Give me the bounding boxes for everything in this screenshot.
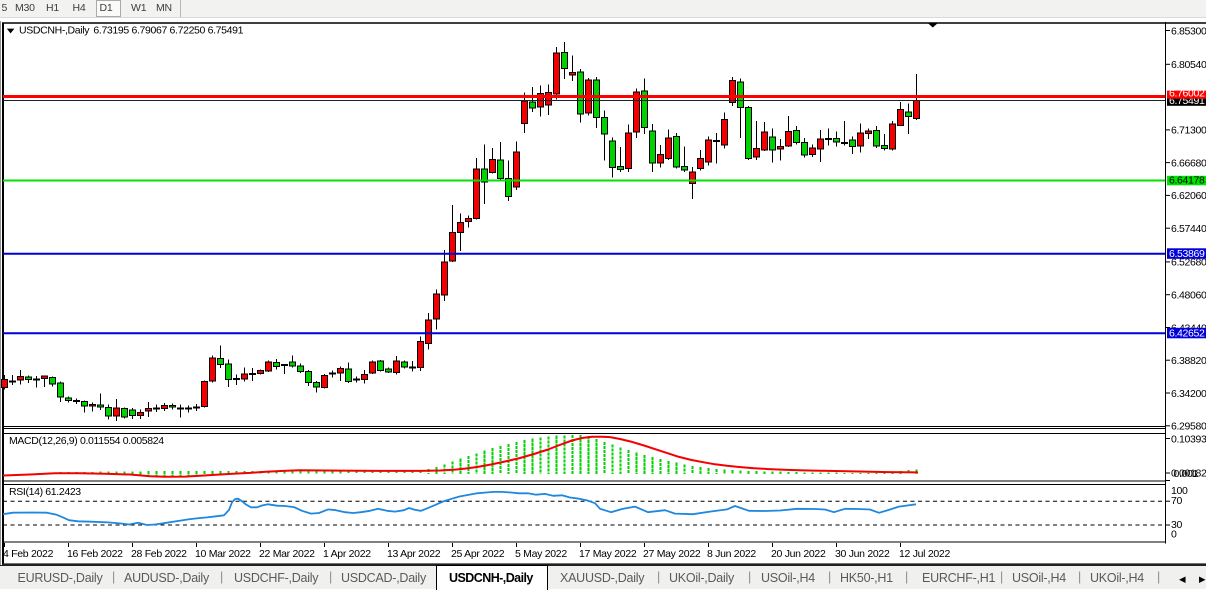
svg-text:13 Apr 2022: 13 Apr 2022	[387, 548, 441, 560]
svg-text:12 Jul 2022: 12 Jul 2022	[899, 548, 950, 560]
svg-text:16 Feb 2022: 16 Feb 2022	[67, 548, 123, 560]
svg-text:RSI(14) 61.2423: RSI(14) 61.2423	[9, 486, 81, 498]
svg-text:20 Jun 2022: 20 Jun 2022	[771, 548, 826, 560]
svg-text:6.73195 6.79067 6.72250 6.7549: 6.73195 6.79067 6.72250 6.75491	[93, 25, 243, 37]
svg-text:6.38820: 6.38820	[1171, 355, 1206, 367]
svg-text:70: 70	[1171, 495, 1182, 507]
svg-text:6.76002: 6.76002	[1169, 88, 1205, 100]
svg-text:USDCNH-,Daily: USDCNH-,Daily	[19, 25, 90, 37]
svg-text:25 Apr 2022: 25 Apr 2022	[451, 548, 505, 560]
svg-text:0: 0	[1171, 529, 1177, 541]
svg-text:0.001829: 0.001829	[1171, 467, 1206, 479]
svg-text:0.103934: 0.103934	[1171, 433, 1206, 445]
svg-text:6.71300: 6.71300	[1171, 125, 1206, 137]
svg-text:6.62060: 6.62060	[1171, 190, 1206, 202]
svg-text:6.34200: 6.34200	[1171, 388, 1206, 400]
svg-text:5 May 2022: 5 May 2022	[515, 548, 567, 560]
svg-text:17 May 2022: 17 May 2022	[579, 548, 637, 560]
svg-text:6.48060: 6.48060	[1171, 290, 1206, 302]
svg-text:6.66680: 6.66680	[1171, 157, 1206, 169]
svg-text:6.29580: 6.29580	[1171, 421, 1206, 433]
svg-text:6.53869: 6.53869	[1169, 248, 1205, 260]
svg-text:4 Feb 2022: 4 Feb 2022	[3, 548, 54, 560]
svg-text:6.80540: 6.80540	[1171, 59, 1206, 71]
svg-text:0.001: 0.001	[1174, 468, 1199, 480]
svg-text:8 Jun 2022: 8 Jun 2022	[707, 548, 756, 560]
svg-text:28 Feb 2022: 28 Feb 2022	[131, 548, 187, 560]
svg-text:30 Jun 2022: 30 Jun 2022	[835, 548, 890, 560]
svg-text:1 Apr 2022: 1 Apr 2022	[323, 548, 371, 560]
svg-text:100: 100	[1171, 485, 1188, 497]
svg-text:27 May 2022: 27 May 2022	[643, 548, 701, 560]
svg-text:10 Mar 2022: 10 Mar 2022	[195, 548, 251, 560]
svg-text:22 Mar 2022: 22 Mar 2022	[259, 548, 315, 560]
svg-text:6.64178: 6.64178	[1169, 174, 1205, 186]
svg-text:6.42652: 6.42652	[1169, 327, 1205, 339]
svg-text:6.57440: 6.57440	[1171, 223, 1206, 235]
svg-text:30: 30	[1171, 519, 1182, 531]
svg-text:6.52680: 6.52680	[1171, 257, 1206, 269]
svg-text:6.85300: 6.85300	[1171, 25, 1206, 37]
svg-text:MACD(12,26,9) 0.011554 0.00582: MACD(12,26,9) 0.011554 0.005824	[9, 435, 164, 447]
